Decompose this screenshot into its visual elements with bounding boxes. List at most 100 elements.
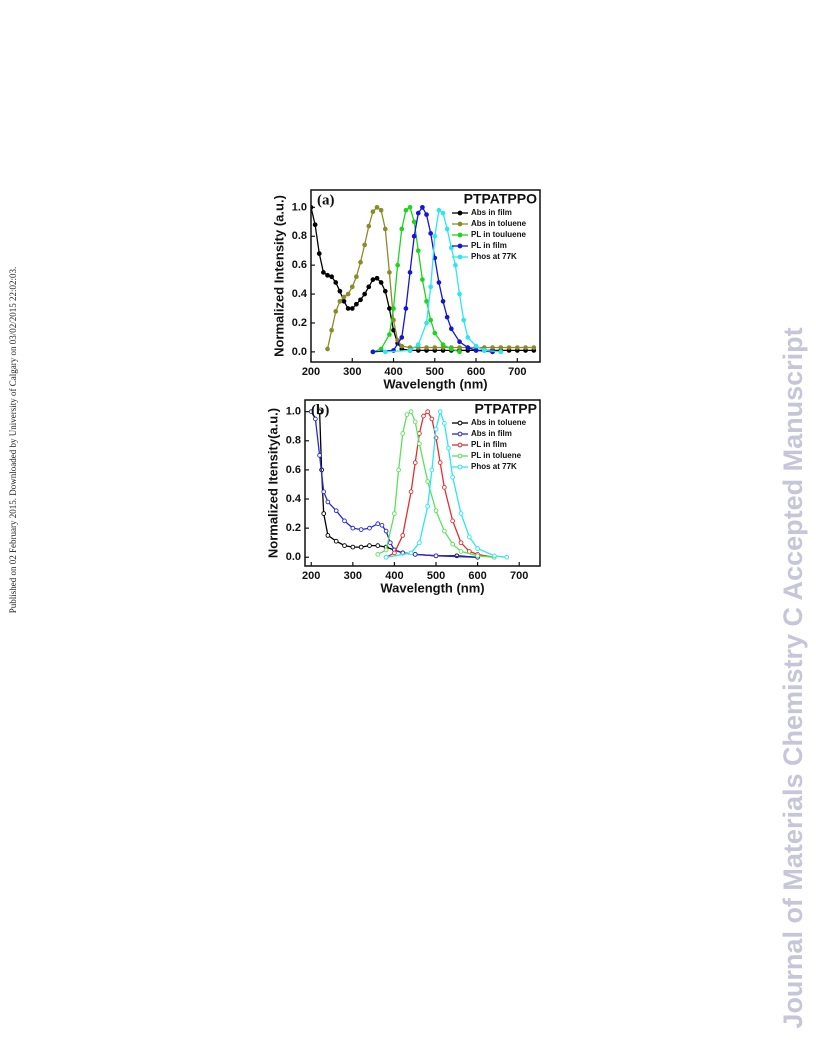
data-point	[375, 552, 381, 557]
legend-label: Abs in toluene	[471, 418, 527, 427]
data-point	[428, 317, 434, 323]
data-point	[374, 275, 380, 281]
data-point	[382, 288, 388, 294]
data-point	[370, 349, 376, 355]
data-point	[417, 540, 422, 546]
data-point	[392, 511, 397, 516]
data-point	[374, 204, 380, 210]
data-point	[432, 345, 438, 350]
data-point	[349, 284, 355, 290]
data-point	[312, 222, 318, 228]
y-tick-label: 0.2	[292, 317, 307, 329]
plot	[308, 409, 510, 560]
data-point	[415, 210, 421, 216]
data-point	[325, 272, 330, 278]
data-point	[436, 280, 442, 285]
panel-label: (a)	[317, 192, 335, 208]
data-point	[457, 339, 462, 345]
data-point	[399, 343, 405, 349]
data-point	[395, 262, 400, 268]
data-point	[313, 416, 318, 422]
data-point	[473, 343, 479, 349]
data-point	[399, 226, 405, 232]
data-point	[446, 445, 451, 451]
data-point	[317, 409, 322, 414]
y-tick-label: 0.6	[292, 259, 307, 271]
data-point	[325, 499, 331, 505]
data-point	[391, 306, 396, 311]
legend-marker	[457, 210, 463, 216]
y-tick-label: 0.0	[292, 346, 307, 358]
data-point	[378, 207, 384, 213]
data-point	[412, 552, 418, 557]
data-point	[433, 426, 439, 432]
x-tick-label: 300	[344, 570, 362, 582]
plot-frame	[310, 189, 541, 363]
data-point	[399, 335, 405, 340]
data-point	[400, 431, 406, 436]
x-tick-label: 500	[426, 366, 444, 378]
data-point	[321, 270, 326, 275]
data-point	[465, 345, 471, 350]
y-tick-label: 1.0	[286, 406, 301, 418]
data-point	[367, 525, 372, 531]
data-point	[396, 467, 401, 473]
side-note: Published on 02 February 2015. Downloade…	[8, 267, 18, 613]
data-point	[506, 345, 512, 350]
data-point	[407, 348, 413, 353]
data-point	[383, 554, 389, 560]
data-point	[481, 348, 487, 353]
y-axis-label: Normalized Itensity(a.u.)	[265, 408, 280, 558]
data-point	[333, 538, 339, 544]
data-point	[358, 527, 364, 532]
data-point	[366, 223, 372, 229]
legend-label: PL in film	[471, 241, 507, 250]
data-point	[379, 522, 385, 528]
data-point	[404, 412, 410, 417]
data-point	[321, 489, 327, 495]
data-point	[457, 345, 462, 350]
series-line	[372, 206, 493, 353]
data-point	[354, 301, 359, 307]
data-point	[333, 508, 339, 514]
data-point	[403, 207, 409, 213]
x-tick-label: 700	[510, 570, 528, 582]
data-point	[387, 540, 393, 546]
x-tick-label: 500	[427, 570, 445, 582]
data-point	[362, 291, 367, 297]
data-point	[523, 345, 528, 350]
chart-title: PTPATPP	[475, 401, 538, 417]
legend-label: Phos at 77K	[471, 462, 517, 471]
data-point	[458, 540, 464, 546]
x-tick-label: 400	[384, 366, 402, 378]
chart: 0.0 0.2 0.4 0.6 0.8 1.0 200 300 400 500 600 700 Wave…	[271, 189, 541, 391]
x-tick-label: 400	[385, 570, 403, 582]
data-point	[408, 550, 414, 556]
data-point	[429, 467, 435, 473]
chart-title: PTPATPPO	[464, 191, 537, 207]
data-point	[450, 474, 456, 480]
data-point	[421, 413, 426, 419]
data-point	[424, 298, 429, 304]
y-axis-label: Normalized Intensity (a.u.)	[271, 195, 286, 357]
legend-marker	[457, 221, 463, 227]
data-point	[308, 409, 314, 414]
legend-marker	[457, 453, 463, 459]
legend-label: Abs in film	[471, 429, 512, 438]
data-point	[498, 349, 504, 355]
data-point	[366, 284, 372, 290]
data-point	[367, 543, 372, 548]
data-point	[475, 546, 480, 551]
series-line	[377, 410, 495, 558]
watermark: Journal of Materials Chemistry C Accepte…	[778, 327, 808, 1028]
data-point	[382, 349, 388, 355]
data-point	[461, 317, 467, 323]
data-point	[333, 309, 339, 314]
data-point	[491, 553, 497, 559]
legend-label: Abs in toluene	[471, 219, 527, 228]
data-point	[440, 342, 446, 348]
data-point	[437, 460, 443, 465]
data-point	[465, 335, 471, 340]
